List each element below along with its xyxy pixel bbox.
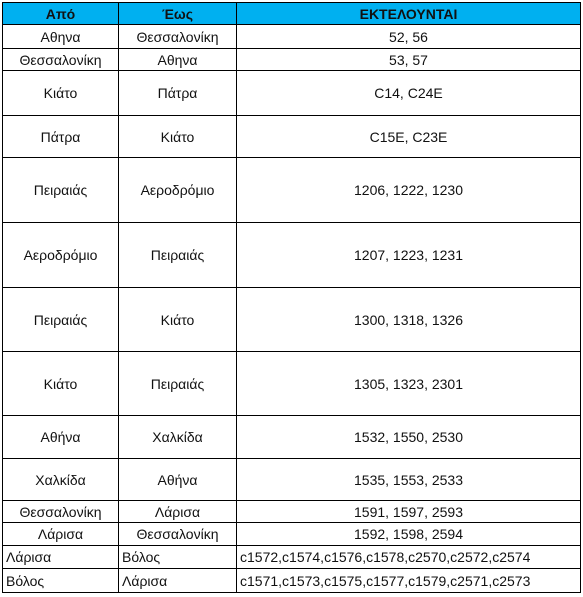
- table-cell: Λάρισα: [118, 568, 237, 593]
- table-row: Πειραιάς Αεροδρόμιο 1206, 1222, 1230: [2, 157, 581, 223]
- header-cell: Από: [2, 2, 119, 25]
- table-cell: Πάτρα: [118, 70, 237, 116]
- header-cell: Έως: [118, 2, 237, 25]
- table-cell: Λάρισα: [2, 522, 119, 546]
- table-cell: Θεσσαλονίκη: [118, 24, 237, 49]
- table-header: Από Έως ΕΚΤΕΛΟΥΝΤΑΙ: [2, 2, 581, 25]
- table-cell: Πειραιάς: [118, 351, 237, 416]
- table-cell: 1207, 1223, 1231: [236, 222, 581, 288]
- table-cell: 1206, 1222, 1230: [236, 157, 581, 223]
- header-cell: ΕΚΤΕΛΟΥΝΤΑΙ: [236, 2, 581, 25]
- table-cell: Αεροδρόμιο: [2, 222, 119, 288]
- table-cell: Πάτρα: [2, 115, 119, 158]
- table-row: Λάρισα Βόλος c1572,c1574,c1576,c1578,c2570…: [2, 545, 581, 569]
- table-cell: C14, C24E: [236, 70, 581, 116]
- table-cell: Πειραιάς: [2, 287, 119, 352]
- table-cell: Θεσσαλονίκη: [2, 500, 119, 523]
- table-body: Αθηνα Θεσσαλονίκη 52, 56 Θεσσαλονίκη Αθηνα 53…: [2, 24, 581, 593]
- table-cell: Αθήνα: [2, 415, 119, 459]
- table-cell: c1572,c1574,c1576,c1578,c2570,c2572,c257…: [236, 545, 581, 569]
- table-cell: Αθήνα: [118, 458, 237, 501]
- table-cell: Βόλος: [2, 568, 119, 593]
- table-cell: Κιάτο: [2, 351, 119, 416]
- table-cell: Αθηνα: [2, 24, 119, 49]
- table-cell: 1535, 1553, 2533: [236, 458, 581, 501]
- table-row: Θεσσαλονίκη Λάρισα 1591, 1597, 2593: [2, 500, 581, 523]
- table-cell: 1591, 1597, 2593: [236, 500, 581, 523]
- table-cell: Βόλος: [118, 545, 237, 569]
- table-cell: Χαλκίδα: [118, 415, 237, 459]
- table-row: Αθηνα Θεσσαλονίκη 52, 56: [2, 24, 581, 49]
- table-cell: c1571,c1573,c1575,c1577,c1579,c2571,c257…: [236, 568, 581, 593]
- table-cell: 1300, 1318, 1326: [236, 287, 581, 352]
- table-row: Πειραιάς Κιάτο 1300, 1318, 1326: [2, 287, 581, 352]
- header-row: Από Έως ΕΚΤΕΛΟΥΝΤΑΙ: [2, 2, 581, 25]
- table-row: Χαλκίδα Αθήνα 1535, 1553, 2533: [2, 458, 581, 501]
- table-cell: Αεροδρόμιο: [118, 157, 237, 223]
- table-cell: 1592, 1598, 2594: [236, 522, 581, 546]
- table-cell: 1532, 1550, 2530: [236, 415, 581, 459]
- table-row: Αθήνα Χαλκίδα 1532, 1550, 2530: [2, 415, 581, 459]
- table-cell: 53, 57: [236, 48, 581, 71]
- table-cell: C15E, C23E: [236, 115, 581, 158]
- table-cell: Πειραιάς: [2, 157, 119, 223]
- table-cell: Λάρισα: [2, 545, 119, 569]
- table-cell: Θεσσαλονίκη: [118, 522, 237, 546]
- table-cell: Αθηνα: [118, 48, 237, 71]
- table-cell: Κιάτο: [118, 287, 237, 352]
- table-cell: Πειραιάς: [118, 222, 237, 288]
- table-cell: Χαλκίδα: [2, 458, 119, 501]
- table-cell: Λάρισα: [118, 500, 237, 523]
- table-cell: Θεσσαλονίκη: [2, 48, 119, 71]
- table-cell: Κιάτο: [118, 115, 237, 158]
- table-row: Πάτρα Κιάτο C15E, C23E: [2, 115, 581, 158]
- table-row: Θεσσαλονίκη Αθηνα 53, 57: [2, 48, 581, 71]
- table-cell: 1305, 1323, 2301: [236, 351, 581, 416]
- table-row: Κιάτο Πειραιάς 1305, 1323, 2301: [2, 351, 581, 416]
- table-cell: Κιάτο: [2, 70, 119, 116]
- table-row: Κιάτο Πάτρα C14, C24E: [2, 70, 581, 116]
- table-row: Αεροδρόμιο Πειραιάς 1207, 1223, 1231: [2, 222, 581, 288]
- table-row: Λάρισα Θεσσαλονίκη 1592, 1598, 2594: [2, 522, 581, 546]
- table-row: Βόλος Λάρισα c1571,c1573,c1575,c1577,c1579…: [2, 568, 581, 593]
- table-cell: 52, 56: [236, 24, 581, 49]
